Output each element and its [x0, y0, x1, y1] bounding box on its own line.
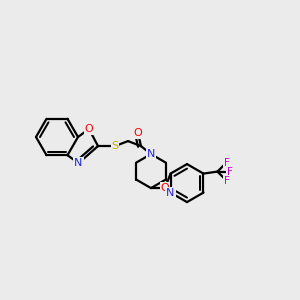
- Text: O: O: [160, 183, 169, 193]
- Text: O: O: [85, 124, 93, 134]
- Text: S: S: [111, 141, 118, 151]
- Text: F: F: [226, 167, 232, 177]
- Text: F: F: [224, 176, 230, 186]
- Text: N: N: [74, 158, 83, 168]
- Text: N: N: [147, 149, 155, 159]
- Text: N: N: [167, 188, 175, 198]
- Text: F: F: [224, 158, 230, 168]
- Text: O: O: [134, 128, 142, 138]
